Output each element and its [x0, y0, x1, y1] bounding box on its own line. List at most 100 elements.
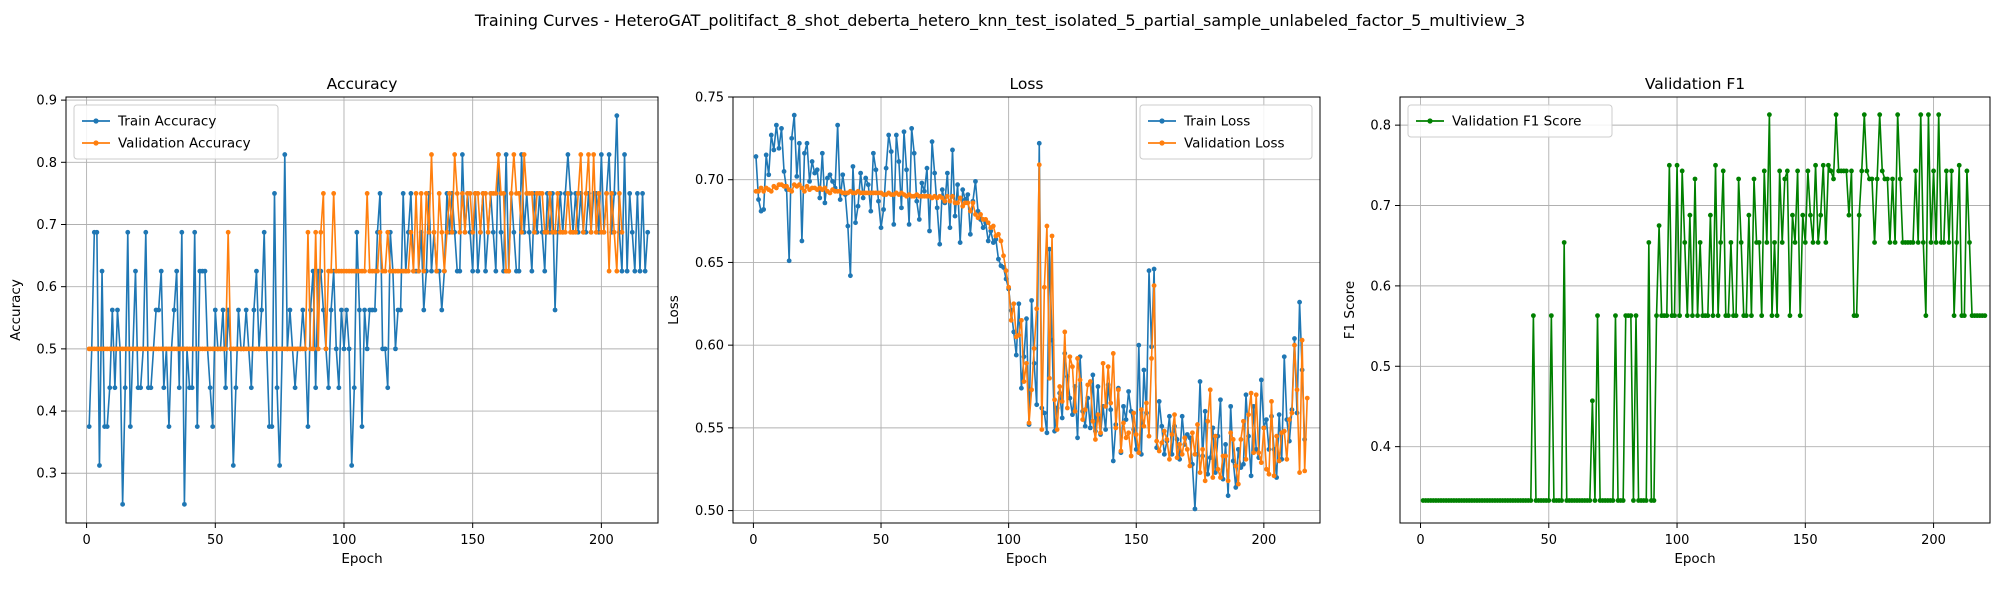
- data-point: [1167, 413, 1172, 419]
- data-point: [993, 236, 999, 242]
- data-point: [927, 228, 932, 234]
- data-point: [858, 170, 864, 176]
- data-point: [756, 188, 761, 194]
- data-point: [1697, 240, 1703, 245]
- legend: Validation F1 Score: [1407, 104, 1613, 138]
- data-point: [99, 268, 105, 274]
- data-point: [978, 212, 983, 217]
- plot-frame: [1399, 96, 1991, 524]
- data-point: [398, 307, 404, 313]
- data-point: [825, 175, 830, 181]
- data-point: [863, 175, 869, 181]
- data-point: [112, 385, 118, 391]
- data-point: [382, 268, 388, 274]
- y-tick-label: 0.55: [695, 421, 724, 436]
- data-point: [236, 307, 241, 313]
- data-point: [313, 385, 319, 391]
- data-point: [1820, 162, 1826, 168]
- data-point: [344, 307, 349, 313]
- data-point: [779, 126, 784, 131]
- data-point: [1044, 430, 1050, 436]
- data-point: [1149, 355, 1154, 361]
- data-point: [1795, 168, 1801, 174]
- y-tick-label: 0.60: [695, 339, 724, 354]
- data-point: [1003, 268, 1009, 274]
- data-point: [562, 229, 568, 235]
- data-point: [1728, 240, 1734, 245]
- data-point: [565, 190, 571, 196]
- data-point: [1258, 377, 1264, 383]
- data-point: [1764, 240, 1770, 245]
- data-point: [939, 187, 945, 193]
- data-point: [287, 307, 293, 313]
- data-point: [1792, 240, 1798, 245]
- data-point: [532, 229, 537, 235]
- data-point: [604, 190, 609, 196]
- data-point: [960, 203, 966, 209]
- legend: Train Accuracy Validation Accuracy: [73, 104, 279, 160]
- data-point: [315, 346, 321, 352]
- data-point: [421, 307, 427, 313]
- data-point: [1664, 313, 1670, 319]
- data-point: [1890, 176, 1895, 182]
- series-line: [755, 114, 1306, 510]
- data-point: [302, 346, 308, 352]
- data-point: [1628, 313, 1634, 319]
- data-point: [1967, 240, 1972, 245]
- data-point: [138, 385, 144, 391]
- data-point: [511, 152, 517, 157]
- data-point: [143, 229, 149, 235]
- data-point: [1269, 399, 1274, 404]
- data-point: [957, 240, 963, 245]
- data-point: [1690, 313, 1695, 319]
- data-point: [1264, 417, 1269, 423]
- data-point: [1057, 384, 1063, 389]
- data-point: [1039, 427, 1045, 432]
- data-point: [1205, 471, 1211, 477]
- data-point: [333, 346, 339, 352]
- data-point: [478, 229, 483, 235]
- data-point: [1692, 176, 1698, 182]
- data-point: [1034, 306, 1040, 312]
- x-tick-label: 200: [1921, 533, 1946, 548]
- data-point: [1223, 453, 1228, 459]
- data-point: [310, 346, 316, 352]
- data-point: [109, 307, 115, 313]
- data-point: [1253, 446, 1259, 452]
- data-point: [1710, 313, 1716, 319]
- data-point: [812, 170, 818, 176]
- data-point: [1052, 397, 1057, 403]
- data-point: [588, 229, 594, 235]
- data-point: [796, 182, 802, 188]
- x-tick-label: 150: [1793, 533, 1818, 548]
- data-point: [1197, 379, 1203, 384]
- data-point: [318, 229, 324, 235]
- data-point: [893, 132, 899, 138]
- data-point: [865, 182, 871, 188]
- legend-label: Train Loss: [1183, 114, 1250, 130]
- chart-title: Loss: [1010, 75, 1044, 93]
- data-point: [1021, 379, 1027, 384]
- data-point: [606, 152, 612, 157]
- data-point: [1098, 430, 1103, 436]
- data-point: [1954, 240, 1960, 245]
- data-point: [586, 152, 591, 157]
- data-point: [985, 238, 991, 244]
- data-point: [1877, 112, 1883, 118]
- data-point: [1156, 399, 1162, 404]
- data-point: [1687, 212, 1693, 218]
- data-point: [1179, 413, 1185, 419]
- series-validation-f1-score: [1420, 112, 1988, 503]
- data-point: [573, 229, 579, 235]
- y-tick-label: 0.65: [695, 256, 724, 271]
- data-point: [596, 190, 602, 196]
- data-point: [624, 268, 630, 274]
- data-point: [1087, 379, 1093, 384]
- data-point: [983, 217, 989, 222]
- data-point: [967, 208, 973, 214]
- data-point: [1090, 418, 1096, 424]
- data-point: [1082, 407, 1088, 413]
- data-point: [1123, 435, 1129, 441]
- x-tick-label: 150: [460, 533, 485, 548]
